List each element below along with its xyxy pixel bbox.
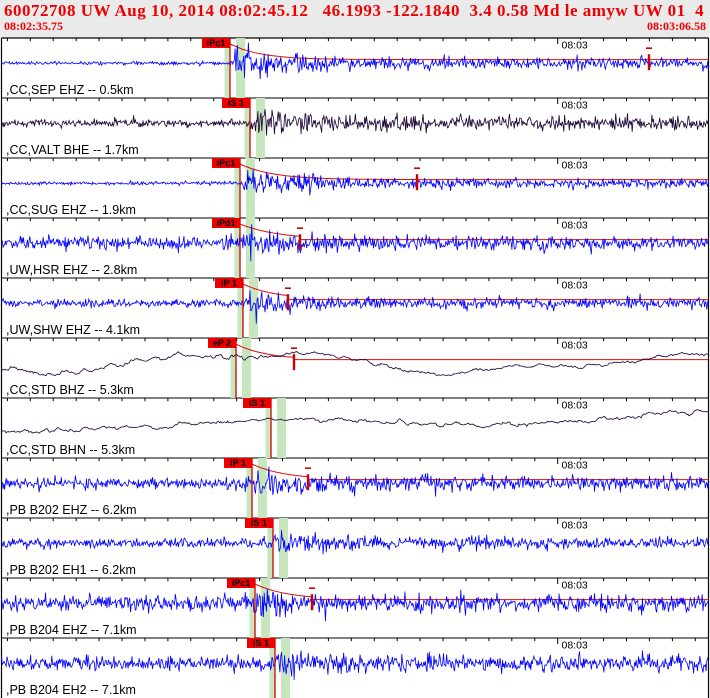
svg-text:,PB B204 EHZ -- 7.1km: ,PB B204 EHZ -- 7.1km <box>6 623 137 637</box>
svg-text:08:03: 08:03 <box>562 160 588 172</box>
svg-text:,CC,VALT BHE -- 1.7km: ,CC,VALT BHE -- 1.7km <box>6 143 139 157</box>
svg-text:,CC,STD BHN -- 5.3km: ,CC,STD BHN -- 5.3km <box>6 443 135 457</box>
svg-text:iP 1: iP 1 <box>221 278 237 288</box>
svg-text:08:03: 08:03 <box>562 520 588 532</box>
svg-text:iS 1: iS 1 <box>228 98 244 108</box>
svg-text:,CC,SUG EHZ -- 1.9km: ,CC,SUG EHZ -- 1.9km <box>6 203 136 217</box>
svg-text:iPc1: iPc1 <box>207 38 226 48</box>
svg-text:iS 1: iS 1 <box>251 518 267 528</box>
svg-text:iPd1: iPd1 <box>216 218 235 228</box>
svg-text:08:03: 08:03 <box>562 640 588 652</box>
svg-text:,UW,SHW EHZ -- 4.1km: ,UW,SHW EHZ -- 4.1km <box>6 323 140 337</box>
svg-text:,CC,SEP EHZ -- 0.5km: ,CC,SEP EHZ -- 0.5km <box>6 83 134 97</box>
svg-text:08:03: 08:03 <box>562 400 588 412</box>
svg-text:08:03: 08:03 <box>562 100 588 112</box>
svg-text:08:03: 08:03 <box>562 220 588 232</box>
svg-text:iP 1: iP 1 <box>230 458 246 468</box>
svg-text:08:03: 08:03 <box>562 460 588 472</box>
svg-text:08:03: 08:03 <box>562 580 588 592</box>
svg-text:,PB B204 EH2 -- 7.1km: ,PB B204 EH2 -- 7.1km <box>6 683 136 697</box>
svg-text:08:03: 08:03 <box>562 40 588 52</box>
svg-text:08:03: 08:03 <box>562 340 588 352</box>
svg-text:iPc1: iPc1 <box>232 578 251 588</box>
svg-text:eP 2: eP 2 <box>213 338 231 348</box>
svg-text:,CC,STD BHZ -- 5.3km: ,CC,STD BHZ -- 5.3km <box>6 383 134 397</box>
svg-text:iS 1: iS 1 <box>249 398 265 408</box>
svg-text:08:03: 08:03 <box>562 280 588 292</box>
svg-text:,PB B202 EH1 -- 6.2km: ,PB B202 EH1 -- 6.2km <box>6 563 136 577</box>
svg-text:iS 1: iS 1 <box>253 638 269 648</box>
svg-text:,UW,HSR EHZ -- 2.8km: ,UW,HSR EHZ -- 2.8km <box>6 263 137 277</box>
svg-text:,PB B202 EHZ -- 6.2km: ,PB B202 EHZ -- 6.2km <box>6 503 137 517</box>
svg-text:iPc1: iPc1 <box>217 158 236 168</box>
